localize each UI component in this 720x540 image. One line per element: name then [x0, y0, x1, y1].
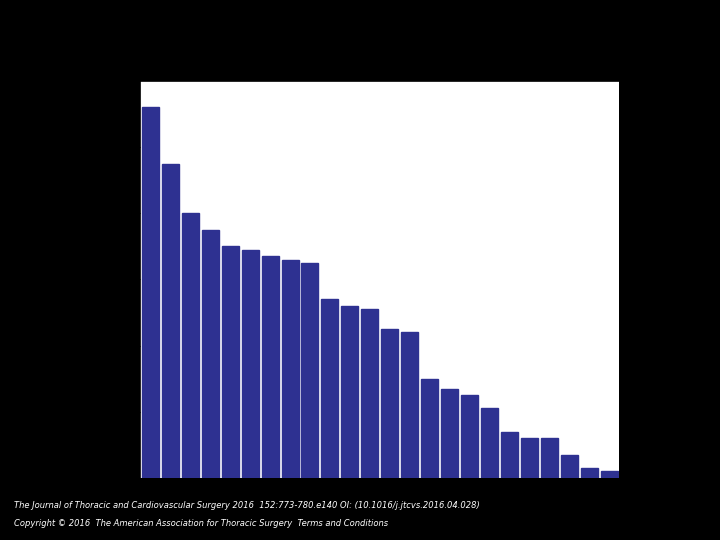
Bar: [421, 379, 438, 478]
Bar: [461, 395, 478, 478]
Bar: [162, 164, 179, 478]
Y-axis label: No. of Cases: No. of Cases: [91, 240, 104, 319]
Bar: [561, 455, 578, 478]
Bar: [401, 333, 418, 478]
Bar: [441, 389, 458, 478]
Bar: [242, 249, 258, 478]
Text: Figure E1: Figure E1: [328, 24, 392, 38]
Bar: [282, 260, 299, 478]
Bar: [382, 329, 398, 478]
Bar: [521, 438, 538, 478]
Text: The Journal of Thoracic and Cardiovascular Surgery 2016  152:773-780.e140 OI: (1: The Journal of Thoracic and Cardiovascul…: [14, 501, 480, 510]
Bar: [481, 408, 498, 478]
Bar: [181, 213, 199, 478]
Text: Copyright © 2016  The American Association for Thoracic Surgery  Terms and Condi: Copyright © 2016 The American Associatio…: [14, 519, 389, 529]
Bar: [361, 309, 378, 478]
Bar: [501, 431, 518, 478]
Bar: [541, 438, 558, 478]
Bar: [600, 471, 618, 478]
Bar: [341, 306, 359, 478]
Bar: [202, 230, 219, 478]
Bar: [581, 468, 598, 478]
Bar: [321, 299, 338, 478]
X-axis label: Institution: Institution: [348, 483, 411, 496]
Bar: [302, 263, 318, 478]
Bar: [142, 107, 159, 478]
Bar: [261, 256, 279, 478]
Bar: [222, 246, 238, 478]
